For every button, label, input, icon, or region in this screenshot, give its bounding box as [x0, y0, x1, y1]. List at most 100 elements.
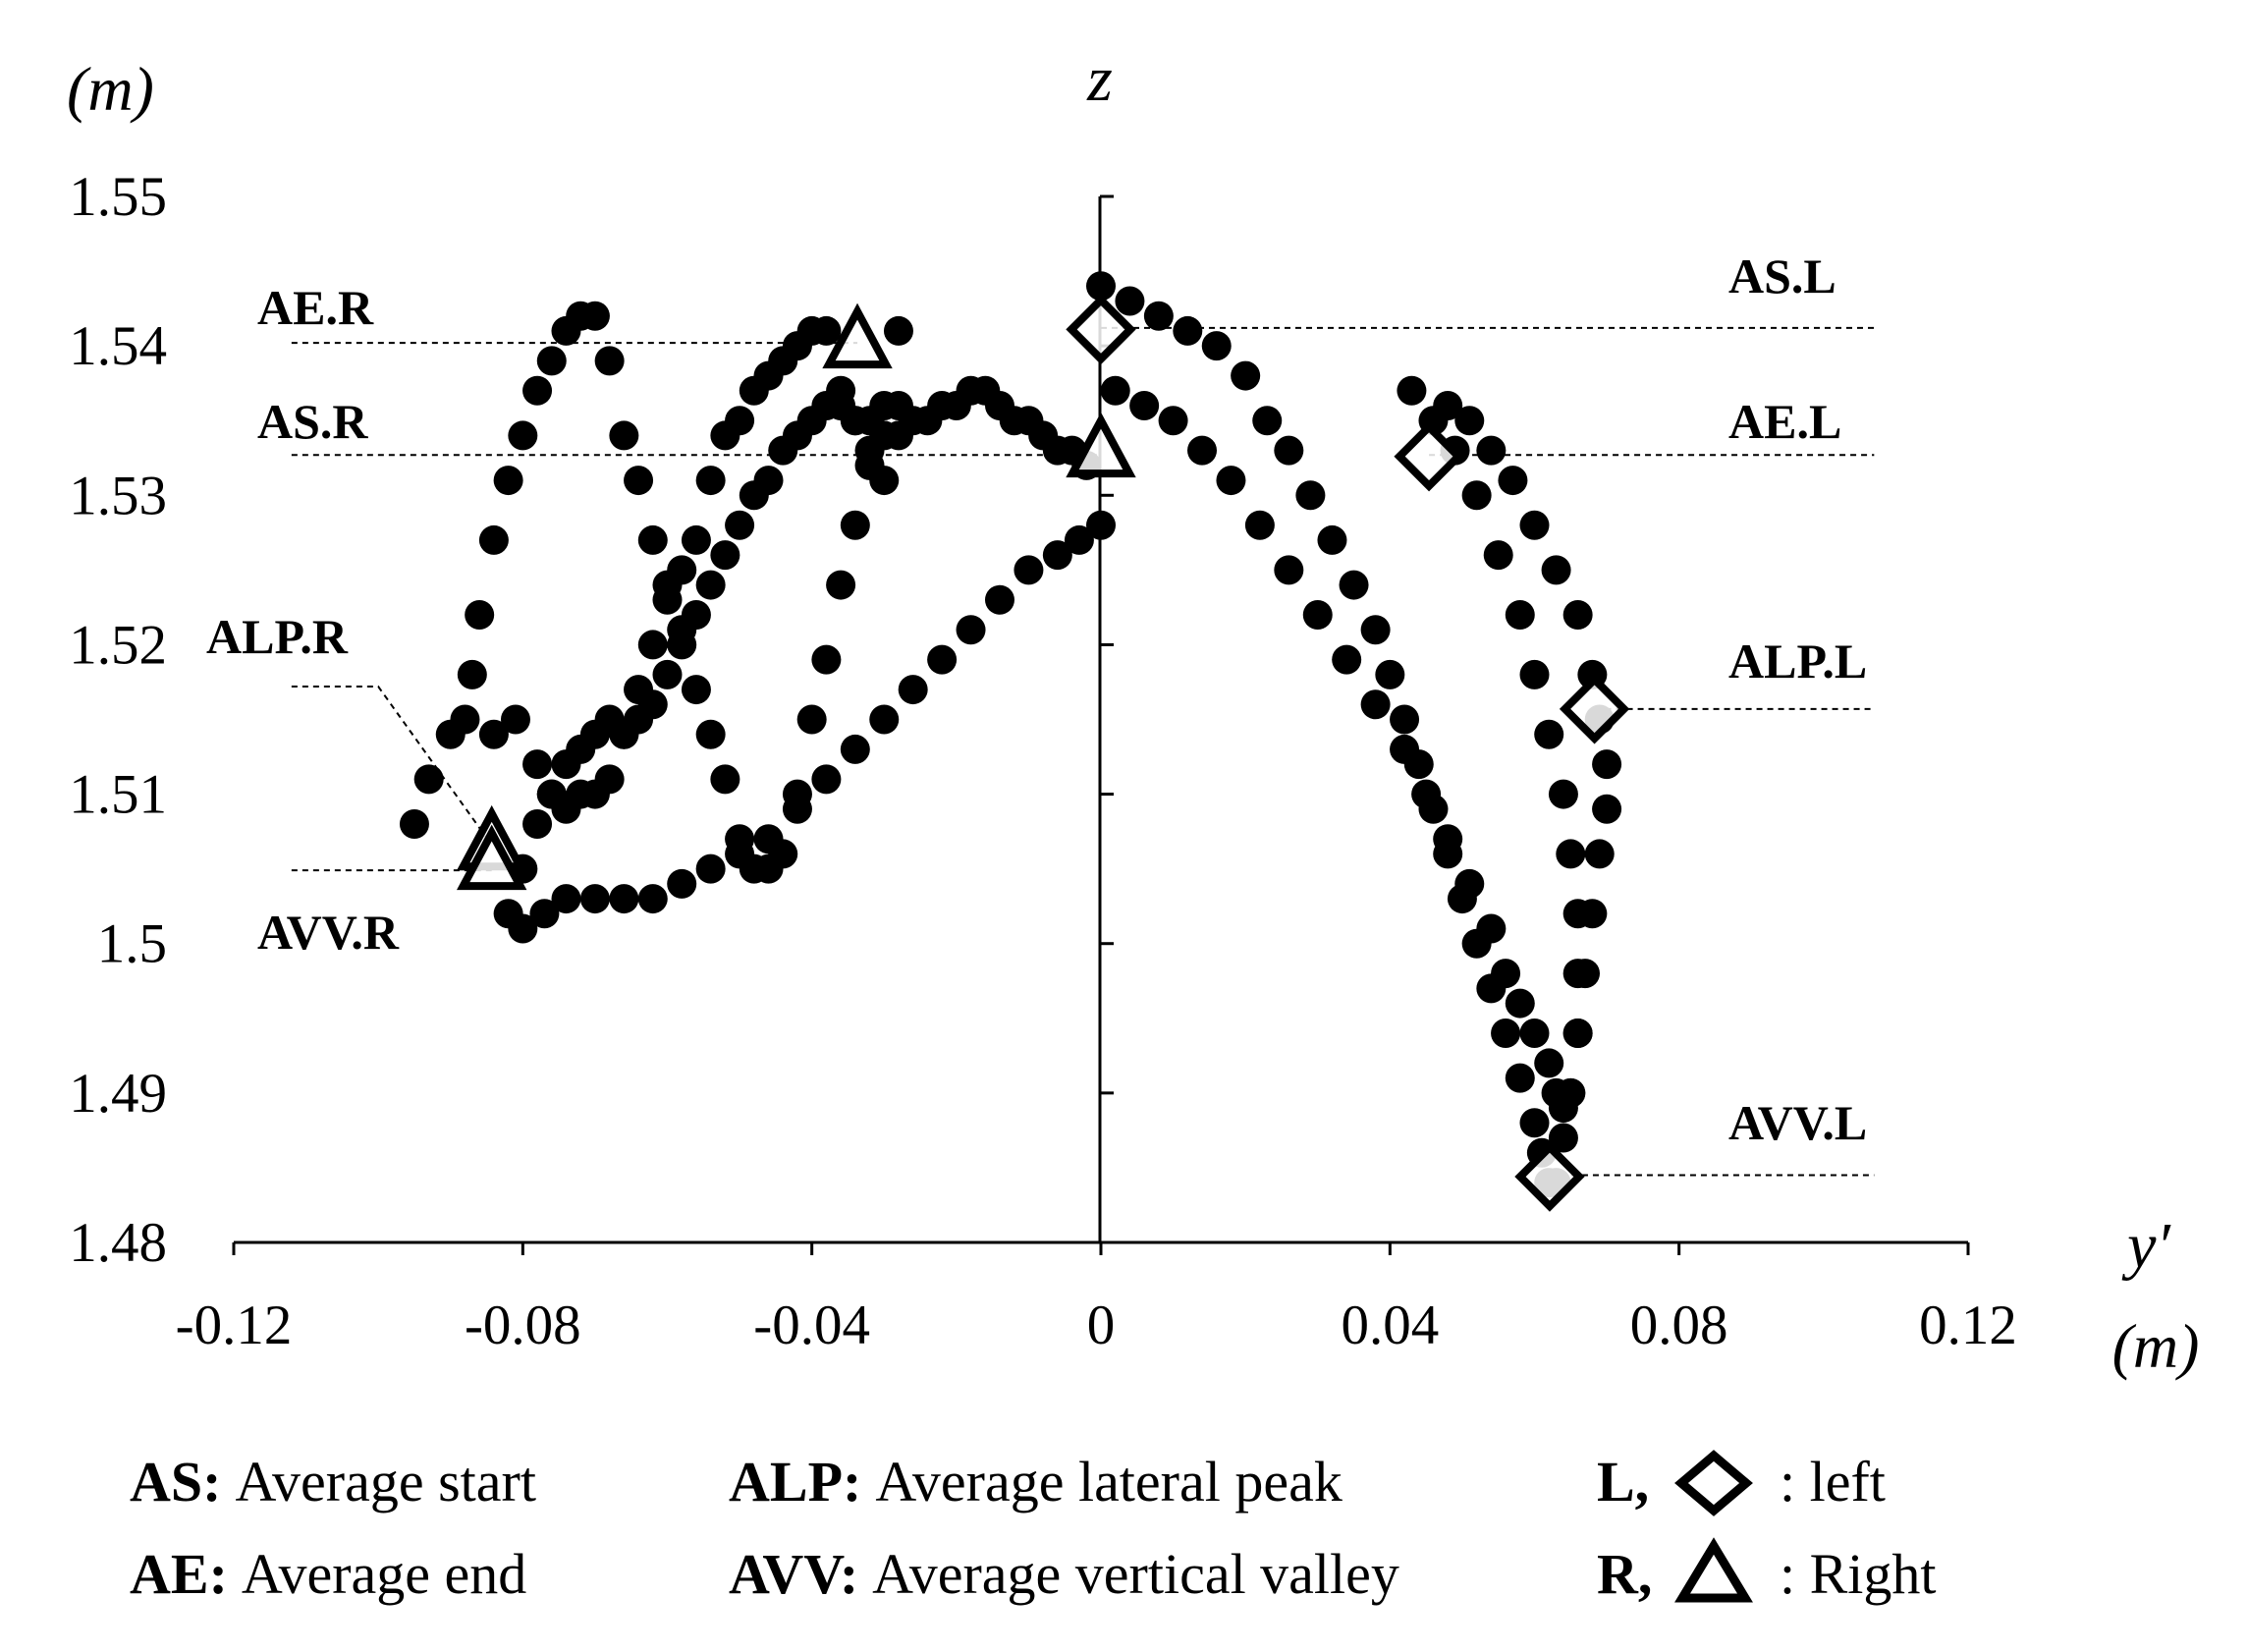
data-point [522, 809, 553, 839]
data-point [1570, 959, 1601, 989]
data-point [956, 615, 986, 645]
data-point [529, 899, 560, 929]
data-point [1086, 510, 1116, 540]
data-point [1476, 435, 1507, 466]
data-point [399, 809, 429, 839]
diamond-marker [1559, 674, 1630, 744]
data-point [681, 600, 711, 630]
ref-line-alp-r [291, 686, 493, 846]
data-point [869, 704, 900, 735]
data-point [1375, 659, 1405, 689]
y-axis-title: z [1086, 43, 1113, 115]
data-point [840, 734, 870, 764]
data-point [1505, 1063, 1535, 1093]
diamond-marker [1066, 294, 1136, 365]
data-point [1201, 331, 1232, 361]
data-point [1592, 749, 1622, 780]
y-tick-label: 1.53 [69, 465, 167, 526]
legend-triangle-icon [1674, 1537, 1753, 1603]
data-point [1187, 435, 1218, 466]
data-point [413, 764, 444, 795]
data-point [1115, 286, 1145, 316]
legend-item-as: AS: Average start [130, 1450, 536, 1514]
data-point [840, 510, 870, 540]
data-point [1397, 375, 1427, 406]
x-tick-label: -0.04 [753, 1294, 870, 1356]
data-point [609, 420, 639, 451]
label-ae-l: AE.L [1728, 394, 1841, 449]
data-point [1562, 600, 1593, 630]
data-point [1216, 466, 1246, 496]
data-point [579, 301, 610, 331]
data-point [478, 524, 509, 555]
triangle-marker [1066, 412, 1136, 478]
data-point [1411, 779, 1442, 809]
data-point [637, 630, 668, 660]
data-point [898, 675, 928, 705]
data-point [1173, 315, 1203, 346]
triangle-marker [457, 824, 527, 891]
data-point [1461, 480, 1492, 511]
data-point [637, 689, 668, 720]
data-point [681, 675, 711, 705]
y-tick-label: 1.49 [69, 1063, 167, 1125]
data-point [811, 315, 842, 346]
data-point [1244, 510, 1275, 540]
data-point [811, 644, 842, 675]
x-unit-label: (m) [2112, 1311, 2200, 1381]
x-tick-label: -0.12 [176, 1294, 293, 1356]
data-point [1433, 391, 1463, 420]
data-point [725, 839, 755, 869]
data-point [1390, 734, 1420, 764]
data-point [1577, 899, 1608, 929]
label-avv-r: AVV.R [257, 905, 400, 960]
data-point [1491, 959, 1521, 989]
data-point [1231, 360, 1261, 391]
data-point [1534, 719, 1564, 749]
x-tick-label: 0.12 [1919, 1294, 2017, 1356]
label-ae-r: AE.R [257, 280, 374, 335]
data-point [753, 824, 784, 854]
x-tick-label: 0 [1087, 1294, 1116, 1356]
data-point [1158, 406, 1188, 436]
data-point [1339, 570, 1369, 600]
data-point [695, 719, 726, 749]
label-alp-l: ALP.L [1728, 633, 1867, 688]
y-unit-label: (m) [67, 54, 154, 124]
data-point [695, 854, 726, 884]
label-alp-r: ALP.R [206, 609, 349, 664]
label-as-r: AS.R [257, 394, 368, 449]
data-point [869, 466, 900, 496]
data-point [1332, 644, 1362, 675]
data-point [450, 704, 480, 735]
legend-text-right: : Right [1780, 1542, 1937, 1606]
data-point [826, 570, 856, 600]
data-point [1360, 615, 1391, 645]
legend-text-left: : left [1780, 1450, 1886, 1514]
diamond-marker [1394, 421, 1464, 492]
data-point [624, 466, 654, 496]
y-tick-label: 1.55 [69, 166, 167, 228]
data-point [1505, 600, 1535, 630]
data-point [753, 466, 784, 496]
data-point [457, 659, 487, 689]
diamond-marker [1514, 1141, 1585, 1212]
data-point [594, 346, 625, 376]
y-tick-label: 1.54 [69, 315, 167, 377]
data-point [1519, 1108, 1550, 1138]
x-tick-label: 0.08 [1630, 1294, 1728, 1356]
data-point [1534, 1048, 1564, 1078]
data-point [1317, 524, 1347, 555]
y-tick-label: 1.5 [97, 913, 167, 975]
data-point [536, 779, 567, 809]
data-point [1476, 913, 1507, 944]
data-point [796, 704, 827, 735]
data-point [609, 884, 639, 914]
data-point [500, 704, 530, 735]
data-point [1592, 794, 1622, 824]
legend-key-left: L, [1597, 1450, 1649, 1514]
data-point [725, 406, 755, 436]
data-point [811, 764, 842, 795]
data-point [1556, 1077, 1586, 1108]
